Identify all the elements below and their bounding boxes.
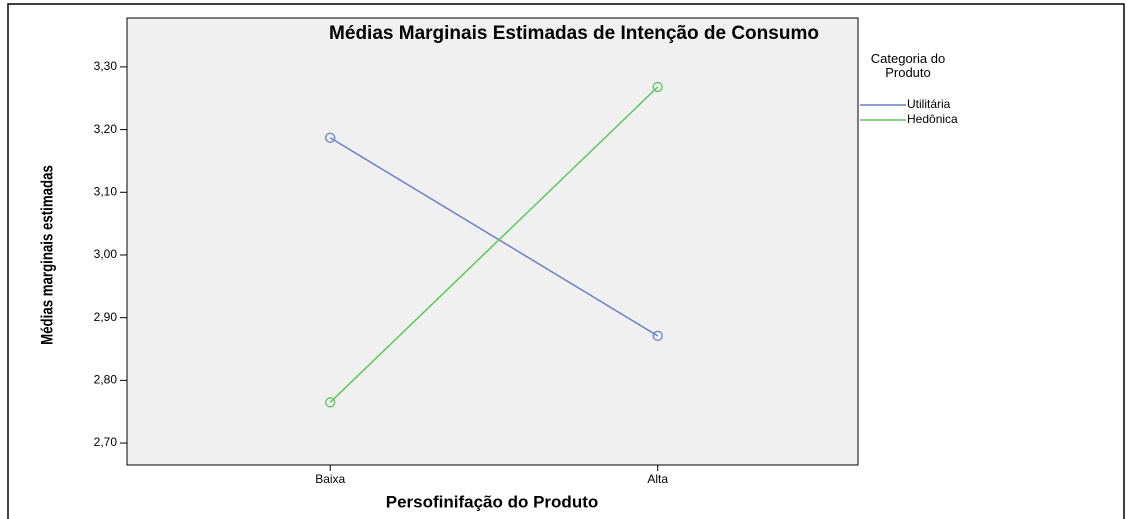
y-tick-label: 2,80 xyxy=(94,373,118,387)
chart-title: Médias Marginais Estimadas de Intenção d… xyxy=(329,23,819,44)
y-tick-label: 2,70 xyxy=(94,435,118,449)
x-tick-label: Baixa xyxy=(315,472,345,486)
legend-label: Utilitária xyxy=(907,97,951,111)
y-axis-label: Médias marginais estimadas xyxy=(38,165,57,345)
point-marker xyxy=(325,397,336,408)
point-marker xyxy=(652,330,663,342)
legend-title: Categoria do Produto xyxy=(870,51,946,80)
frame xyxy=(7,3,1125,519)
x-tick-label: Alta xyxy=(647,472,668,486)
series-line xyxy=(329,86,659,403)
y-tick-label: 3,20 xyxy=(94,122,118,136)
point-marker xyxy=(325,132,336,143)
series-line xyxy=(329,137,659,337)
x-axis-label: Persofinifação do Produto xyxy=(386,492,599,511)
point-marker xyxy=(652,81,663,93)
legend-label: Hedônica xyxy=(907,112,958,126)
y-tick-label: 3,10 xyxy=(94,184,118,198)
y-tick-label: 3,00 xyxy=(94,247,118,261)
y-tick-label: 2,90 xyxy=(94,310,118,324)
y-tick-label: 3,30 xyxy=(94,59,118,73)
plot-area xyxy=(126,17,859,466)
